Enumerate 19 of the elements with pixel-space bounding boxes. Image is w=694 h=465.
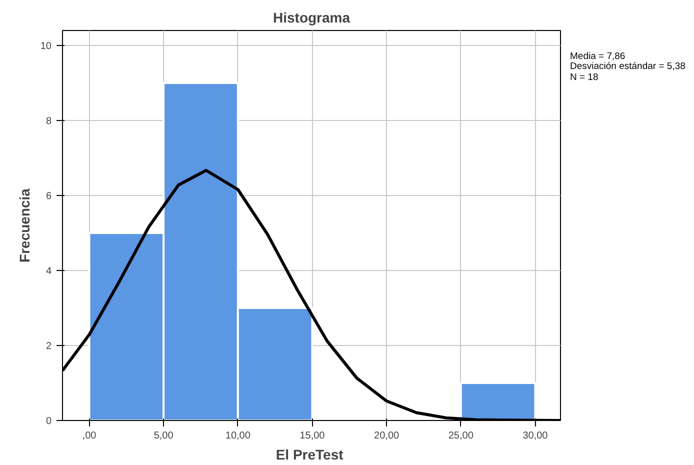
y-axis-title: Frecuencia [16,188,32,262]
x-tick-label: 30,00 [522,430,548,442]
text: Desviación estándar = 5,38 [570,61,686,72]
x-tick-label: 25,00 [448,430,474,442]
x-tick-label: ,00 [82,430,97,442]
text: Media = 7,86 [570,51,626,62]
x-tick-label: 5,00 [154,430,174,442]
y-tick-label: 10 [40,41,52,52]
text: N = 18 [570,72,598,83]
y-tick-label: 6 [46,191,52,202]
y-tick-label: 2 [46,341,52,352]
y-tick-label: 0 [46,416,52,427]
x-tick-label: 10,00 [225,430,251,442]
x-tick-label: 20,00 [374,430,400,442]
y-tick-label: 8 [46,116,52,127]
x-axis-title: El PreTest [276,446,344,462]
chart-title: Histograma [272,10,350,26]
x-tick-label: 15,00 [300,430,326,442]
y-tick-label: 4 [46,266,52,277]
